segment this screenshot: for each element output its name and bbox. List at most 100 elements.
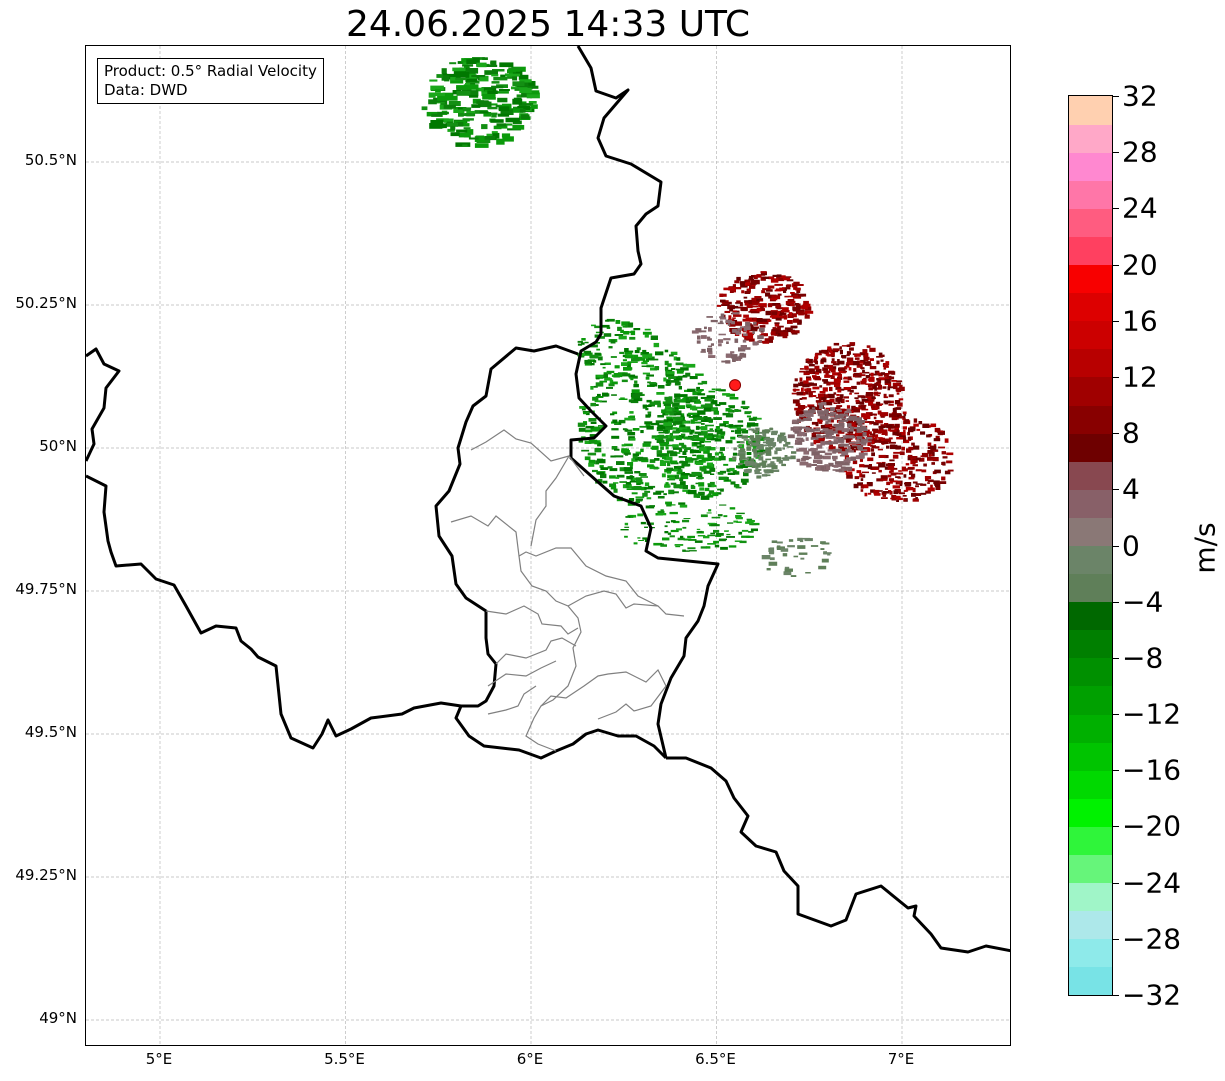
velocity-echo bbox=[850, 456, 856, 461]
velocity-echo bbox=[823, 434, 829, 438]
velocity-echo bbox=[912, 481, 918, 484]
velocity-echo bbox=[762, 320, 769, 325]
velocity-echo bbox=[746, 304, 753, 309]
velocity-echo bbox=[629, 437, 636, 441]
velocity-echo bbox=[835, 469, 842, 472]
velocity-echo bbox=[656, 427, 664, 432]
velocity-echo bbox=[770, 461, 775, 465]
velocity-echo bbox=[583, 350, 592, 355]
velocity-echo bbox=[768, 550, 775, 555]
velocity-echo bbox=[726, 468, 731, 472]
velocity-echo bbox=[891, 498, 897, 501]
velocity-echo bbox=[776, 545, 781, 548]
velocity-echo bbox=[476, 100, 489, 104]
velocity-echo bbox=[823, 398, 826, 403]
velocity-echo bbox=[710, 436, 715, 441]
velocity-echo bbox=[810, 545, 819, 547]
velocity-echo bbox=[737, 445, 742, 447]
velocity-echo bbox=[741, 435, 748, 439]
velocity-echo bbox=[584, 352, 593, 356]
velocity-echo bbox=[670, 410, 677, 414]
velocity-echo bbox=[873, 422, 879, 426]
velocity-echo bbox=[744, 302, 752, 306]
velocity-echo bbox=[600, 467, 609, 470]
velocity-echo bbox=[934, 469, 941, 474]
velocity-echo bbox=[733, 484, 740, 488]
velocity-echo bbox=[664, 408, 673, 412]
velocity-echo bbox=[798, 414, 805, 418]
velocity-echo bbox=[699, 447, 707, 452]
velocity-echo bbox=[680, 535, 684, 538]
velocity-echo bbox=[794, 430, 799, 434]
velocity-echo bbox=[632, 453, 639, 457]
velocity-echo bbox=[645, 407, 649, 411]
velocity-echo bbox=[715, 388, 722, 391]
velocity-echo bbox=[706, 395, 715, 399]
velocity-echo bbox=[600, 363, 606, 366]
velocity-echo bbox=[784, 455, 788, 457]
velocity-echo bbox=[450, 78, 464, 84]
map-panel[interactable]: Product: 0.5° Radial Velocity Data: DWD bbox=[85, 45, 1011, 1046]
velocity-echo bbox=[648, 356, 652, 360]
velocity-echo bbox=[737, 420, 744, 423]
velocity-echo bbox=[430, 120, 444, 125]
velocity-echo bbox=[603, 373, 608, 378]
velocity-echo bbox=[736, 521, 742, 523]
velocity-echo bbox=[816, 401, 824, 403]
velocity-echo bbox=[887, 465, 895, 470]
velocity-echo bbox=[798, 305, 804, 309]
velocity-echo bbox=[750, 326, 758, 330]
velocity-echo bbox=[780, 310, 790, 313]
velocity-echo bbox=[690, 405, 696, 410]
velocity-echo bbox=[743, 333, 748, 336]
velocity-echo bbox=[840, 466, 846, 470]
velocity-echo bbox=[707, 347, 713, 353]
velocity-echo bbox=[756, 445, 764, 450]
velocity-echo bbox=[704, 446, 712, 450]
velocity-echo bbox=[707, 484, 715, 488]
velocity-echo bbox=[662, 537, 670, 541]
velocity-echo bbox=[677, 469, 683, 474]
velocity-echo bbox=[787, 434, 795, 439]
velocity-echo bbox=[851, 422, 858, 427]
velocity-echo bbox=[758, 327, 765, 332]
velocity-echo bbox=[686, 363, 696, 368]
velocity-echo bbox=[672, 430, 681, 434]
velocity-echo bbox=[793, 555, 799, 558]
velocity-echo bbox=[625, 516, 631, 518]
velocity-echo bbox=[649, 401, 659, 405]
velocity-echo bbox=[701, 380, 708, 385]
velocity-echo bbox=[694, 540, 703, 543]
velocity-echo bbox=[682, 429, 690, 433]
velocity-echo bbox=[689, 376, 698, 380]
velocity-echo bbox=[490, 119, 504, 123]
velocity-echo bbox=[763, 465, 771, 468]
velocity-echo bbox=[664, 456, 673, 461]
velocity-echo bbox=[870, 444, 873, 447]
velocity-echo bbox=[758, 456, 764, 461]
velocity-echo bbox=[700, 417, 709, 422]
velocity-echo bbox=[847, 450, 854, 453]
velocity-echo bbox=[466, 68, 479, 74]
velocity-echo bbox=[769, 557, 775, 561]
velocity-echo bbox=[719, 423, 726, 427]
velocity-echo bbox=[491, 85, 504, 89]
velocity-echo bbox=[806, 463, 812, 468]
velocity-echo bbox=[762, 276, 770, 279]
velocity-echo bbox=[610, 485, 617, 490]
velocity-echo bbox=[778, 459, 783, 464]
velocity-echo bbox=[878, 352, 883, 357]
velocity-echo bbox=[673, 468, 678, 472]
velocity-echo bbox=[589, 344, 598, 348]
velocity-echo bbox=[822, 469, 829, 472]
velocity-echo bbox=[819, 455, 824, 458]
velocity-echo bbox=[642, 443, 651, 447]
velocity-echo bbox=[761, 474, 768, 477]
velocity-echo bbox=[722, 393, 730, 396]
velocity-echo bbox=[657, 510, 665, 514]
velocity-echo bbox=[693, 442, 702, 445]
velocity-echo bbox=[644, 539, 649, 542]
velocity-echo bbox=[708, 490, 715, 494]
velocity-echo bbox=[430, 85, 444, 91]
velocity-echo bbox=[867, 466, 873, 470]
